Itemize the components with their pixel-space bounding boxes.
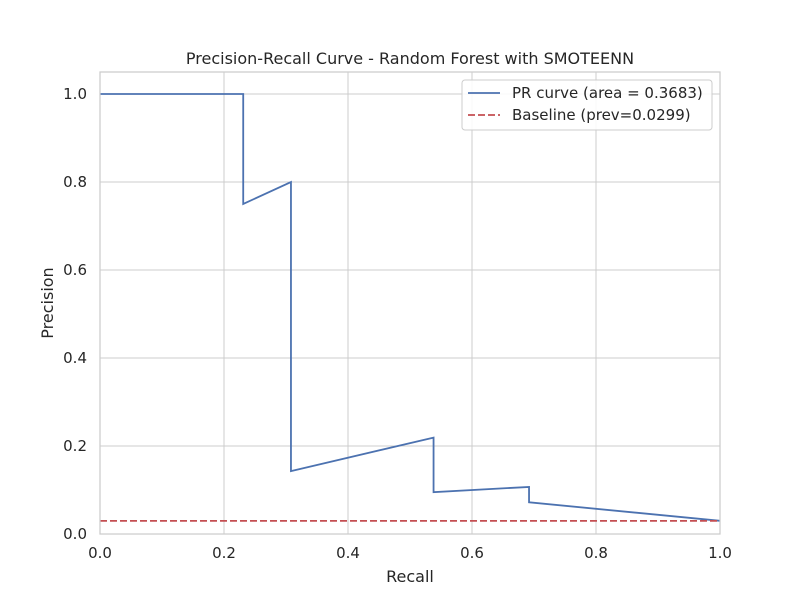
y-axis-ticks: 0.0 0.2 0.4 0.6 0.8 1.0 bbox=[63, 85, 87, 543]
x-tick-label: 0.4 bbox=[336, 544, 360, 562]
x-tick-label: 0.8 bbox=[584, 544, 608, 562]
chart-title: Precision-Recall Curve - Random Forest w… bbox=[186, 49, 634, 68]
plot-area bbox=[100, 72, 720, 534]
x-tick-label: 0.6 bbox=[460, 544, 484, 562]
legend: PR curve (area = 0.3683) Baseline (prev=… bbox=[461, 79, 713, 131]
y-tick-label: 0.8 bbox=[63, 173, 87, 191]
y-tick-label: 1.0 bbox=[63, 85, 87, 103]
x-tick-label: 0.2 bbox=[212, 544, 236, 562]
x-axis-ticks: 0.0 0.2 0.4 0.6 0.8 1.0 bbox=[88, 544, 732, 562]
pr-curve-line bbox=[100, 93, 721, 522]
x-tick-label: 0.0 bbox=[88, 544, 112, 562]
y-tick-label: 0.4 bbox=[63, 349, 87, 367]
x-axis-label: Recall bbox=[386, 567, 434, 586]
y-tick-label: 0.0 bbox=[63, 525, 87, 543]
series-layer bbox=[100, 93, 721, 522]
legend-label-baseline: Baseline (prev=0.0299) bbox=[512, 106, 691, 124]
y-tick-label: 0.2 bbox=[63, 437, 87, 455]
y-axis-label: Precision bbox=[38, 267, 57, 338]
plot-frame bbox=[99, 71, 721, 535]
legend-label-pr-curve: PR curve (area = 0.3683) bbox=[512, 84, 703, 102]
legend-box bbox=[461, 79, 713, 131]
y-tick-label: 0.6 bbox=[63, 261, 87, 279]
x-tick-label: 1.0 bbox=[708, 544, 732, 562]
